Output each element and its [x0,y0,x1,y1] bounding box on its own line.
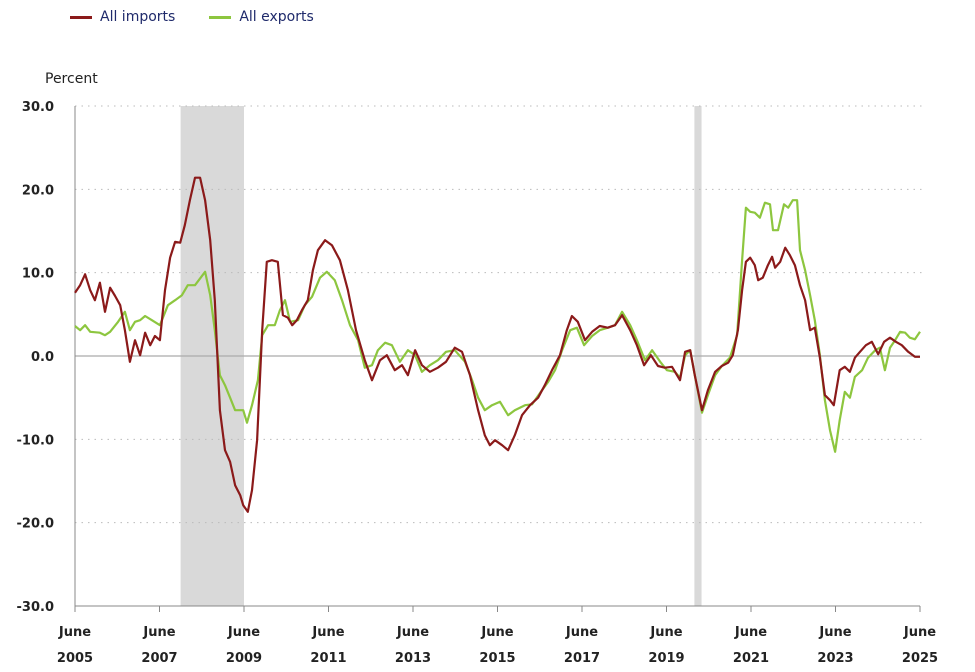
legend-swatch-exports [209,15,232,19]
y-tick-label: 0.0 [31,350,54,365]
legend-item-exports[interactable]: All exports [209,9,314,25]
x-tick-year: 2023 [817,651,853,666]
x-tick-month: June [734,625,767,640]
x-tick-month: June [818,625,851,640]
y-tick-label: -30.0 [17,600,54,615]
y-axis-unit-label: Percent [45,71,98,87]
series-line-imports [74,176,920,513]
x-tick-year: 2005 [57,651,93,666]
y-tick-label: 30.0 [22,100,54,115]
x-tick-month: June [58,625,91,640]
x-tick-year: 2015 [479,651,515,666]
y-tick-label: 10.0 [22,267,54,282]
x-tick-year: 2013 [395,651,431,666]
x-tick-year: 2009 [226,651,262,666]
x-tick-year: 2007 [141,651,177,666]
x-tick-month: June [565,625,598,640]
legend-swatch-imports [70,15,92,19]
legend-label-imports: All imports [100,9,176,25]
x-tick-year: 2017 [564,651,600,666]
x-tick-year: 2021 [733,651,769,666]
x-tick-month: June [227,625,260,640]
x-tick-month: June [142,625,175,640]
x-tick-month: June [396,625,429,640]
x-tick-month: June [311,625,344,640]
x-tick-year: 2019 [648,651,684,666]
x-tick-year: 2011 [310,651,346,666]
y-tick-label: 20.0 [22,183,54,198]
legend: All imports All exports [70,9,314,25]
x-tick-month: June [903,625,936,640]
y-tick-label: -20.0 [17,517,54,532]
y-tick-label: -10.0 [17,433,54,448]
legend-item-imports[interactable]: All imports [70,9,175,25]
x-tick-month: June [480,625,513,640]
x-tick-year: 2025 [902,651,938,666]
x-tick-month: June [649,625,682,640]
legend-label-exports: All exports [239,9,314,25]
